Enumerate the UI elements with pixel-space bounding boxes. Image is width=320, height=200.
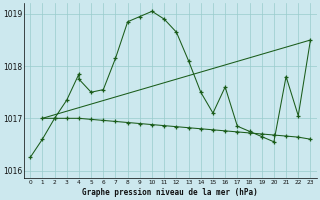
X-axis label: Graphe pression niveau de la mer (hPa): Graphe pression niveau de la mer (hPa): [83, 188, 258, 197]
